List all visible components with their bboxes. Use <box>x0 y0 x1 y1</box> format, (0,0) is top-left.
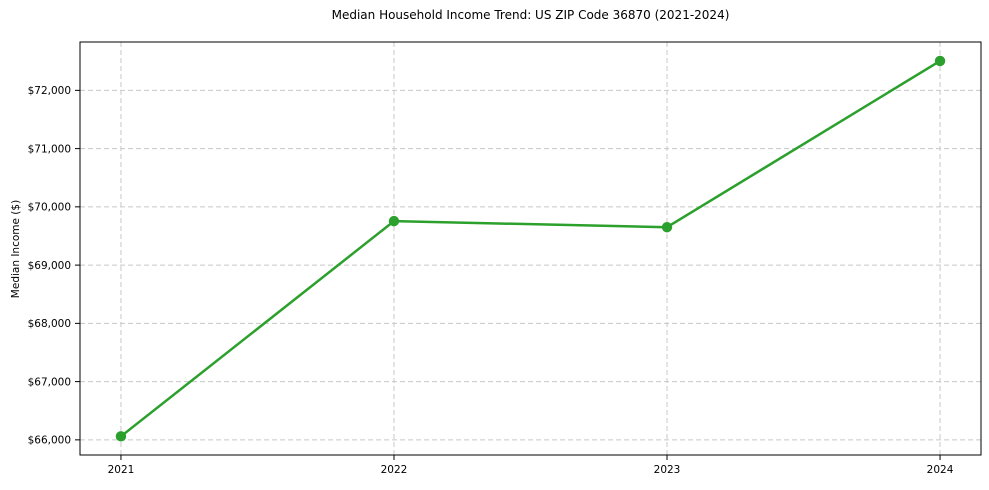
y-tick-label: $68,000 <box>28 318 71 330</box>
y-axis-label: Median Income ($) <box>10 199 22 299</box>
y-tick-label: $67,000 <box>28 376 71 388</box>
data-point <box>661 222 673 233</box>
x-tick-label: 2024 <box>927 464 954 476</box>
plot-border <box>79 41 982 456</box>
data-point <box>388 215 400 227</box>
y-tick-label: $71,000 <box>28 143 71 155</box>
x-tick-label: 2022 <box>381 464 408 476</box>
x-tick-label: 2021 <box>108 464 135 476</box>
y-tick-label: $66,000 <box>28 435 71 447</box>
plot-background <box>80 42 981 455</box>
y-tick-label: $69,000 <box>28 260 71 272</box>
data-point <box>115 431 127 442</box>
x-tick-label: 2023 <box>654 464 681 476</box>
data-line <box>119 59 942 438</box>
chart-title: Median Household Income Trend: US ZIP Co… <box>331 8 730 22</box>
y-tick-label: $72,000 <box>28 85 71 97</box>
data-point <box>934 55 946 67</box>
y-tick-label: $70,000 <box>28 202 71 214</box>
